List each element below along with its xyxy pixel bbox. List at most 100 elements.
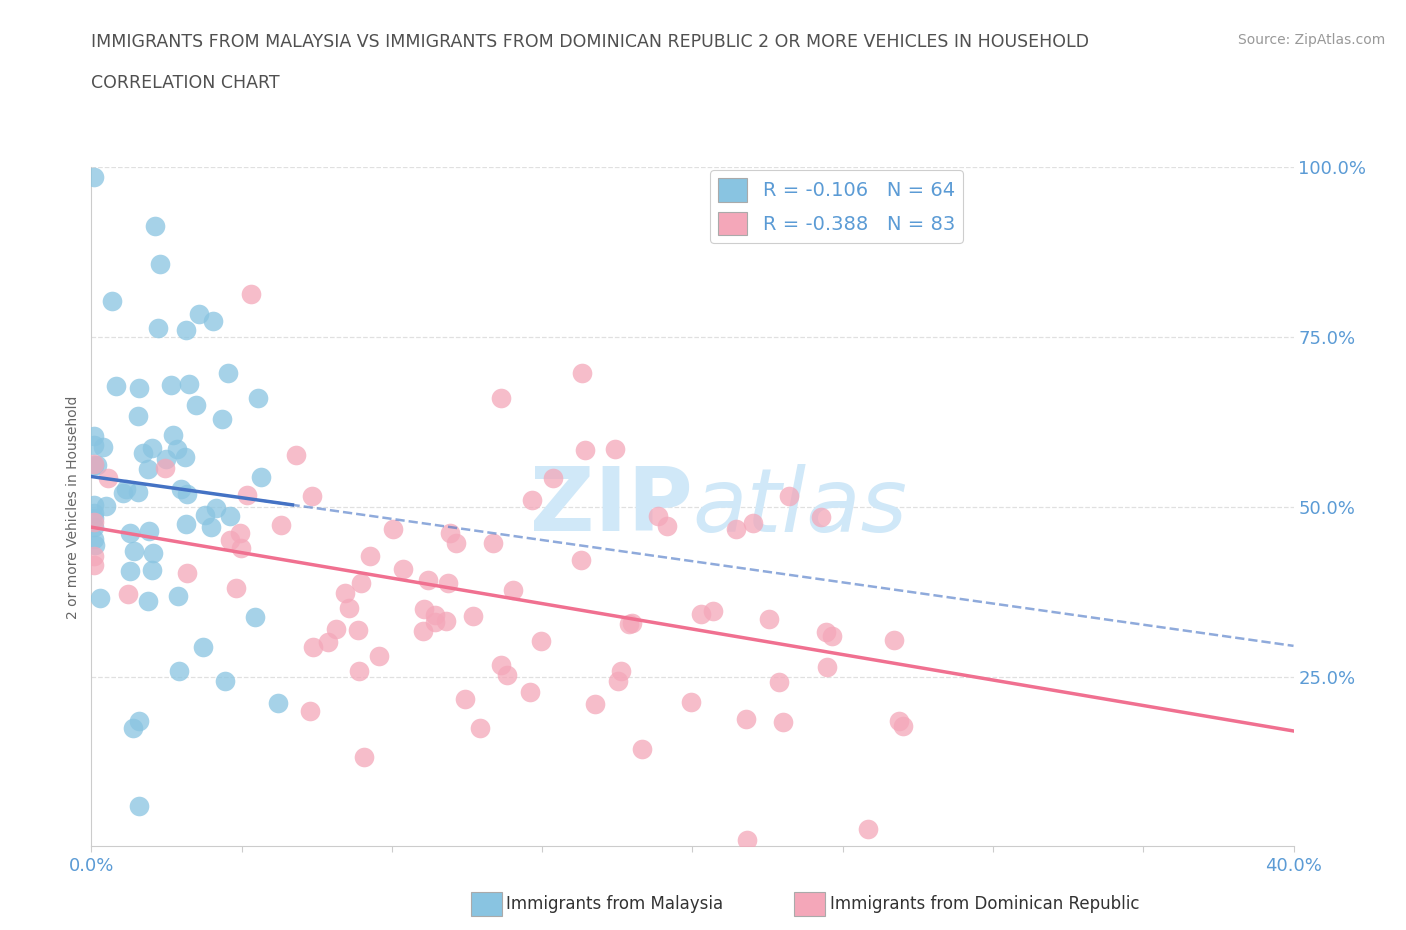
Point (177, 377, 200, 392)
Point (437, 576, 460, 591)
Point (333, 586, 356, 601)
Text: Immigrants from Malaysia: Immigrants from Malaysia (506, 895, 723, 913)
Point (347, 623, 370, 638)
Point (647, 509, 669, 524)
Point (270, 517, 292, 532)
Point (368, 648, 391, 663)
Point (174, 516, 197, 531)
Point (155, 460, 177, 475)
Point (83, 532, 105, 547)
Point (117, 587, 139, 602)
Text: IMMIGRANTS FROM MALAYSIA VS IMMIGRANTS FROM DOMINICAN REPUBLIC 2 OR MORE VEHICLE: IMMIGRANTS FROM MALAYSIA VS IMMIGRANTS F… (91, 33, 1090, 50)
Point (97, 471, 120, 485)
Point (702, 604, 724, 618)
Point (298, 703, 321, 718)
Point (101, 294, 124, 309)
Point (141, 440, 163, 455)
Point (188, 307, 211, 322)
Point (758, 612, 780, 627)
Point (167, 663, 190, 678)
Point (83, 557, 105, 572)
Point (735, 711, 758, 726)
Point (883, 632, 905, 647)
Point (574, 442, 596, 457)
Point (201, 313, 224, 328)
Point (128, 714, 150, 729)
Point (128, 799, 150, 814)
Point (337, 601, 360, 616)
Text: atlas: atlas (692, 464, 907, 550)
Point (122, 544, 145, 559)
Point (205, 500, 228, 515)
Point (522, 492, 544, 507)
Point (418, 573, 440, 588)
Point (194, 507, 217, 522)
Point (176, 323, 198, 338)
Point (243, 610, 266, 625)
Point (815, 625, 838, 640)
Point (285, 447, 308, 462)
Point (83, 514, 105, 529)
Point (461, 608, 484, 623)
Point (810, 510, 832, 525)
Point (489, 658, 512, 672)
Point (145, 219, 167, 233)
Point (856, 821, 879, 836)
Point (83, 549, 105, 564)
Point (141, 563, 163, 578)
Point (359, 549, 381, 564)
Point (620, 615, 643, 630)
Point (392, 562, 415, 577)
Point (83, 520, 105, 535)
Point (689, 606, 711, 621)
Point (413, 601, 436, 616)
Point (83, 458, 105, 472)
Point (425, 615, 447, 630)
Point (186, 397, 208, 412)
Point (120, 526, 142, 541)
Point (86, 458, 108, 472)
Point (468, 721, 491, 736)
Point (541, 471, 564, 485)
Point (247, 391, 270, 405)
Point (454, 691, 477, 706)
Point (502, 582, 524, 597)
Point (778, 489, 800, 504)
Point (239, 287, 262, 302)
Point (609, 664, 631, 679)
Point (821, 629, 844, 644)
Point (725, 522, 748, 537)
Point (347, 664, 370, 679)
Point (737, 832, 759, 847)
Point (142, 545, 165, 560)
Point (891, 719, 914, 734)
Point (768, 674, 790, 689)
Point (114, 482, 136, 497)
Point (193, 640, 215, 655)
Point (225, 581, 247, 596)
Text: ZIP: ZIP (530, 463, 692, 551)
Point (491, 390, 513, 405)
Point (229, 540, 252, 555)
Point (83, 169, 105, 184)
Point (350, 576, 373, 591)
Point (148, 257, 170, 272)
Point (631, 741, 654, 756)
Point (412, 623, 434, 638)
Point (132, 445, 155, 460)
Point (325, 621, 347, 636)
Point (583, 697, 606, 711)
Point (530, 633, 553, 648)
Point (176, 486, 198, 501)
Point (83, 457, 105, 472)
Point (815, 659, 838, 674)
Point (381, 521, 404, 536)
Point (170, 482, 193, 497)
Point (138, 462, 160, 477)
Point (112, 485, 135, 500)
Point (89, 591, 111, 605)
Point (607, 673, 630, 688)
Point (136, 593, 159, 608)
Point (519, 684, 541, 699)
Point (423, 607, 446, 622)
